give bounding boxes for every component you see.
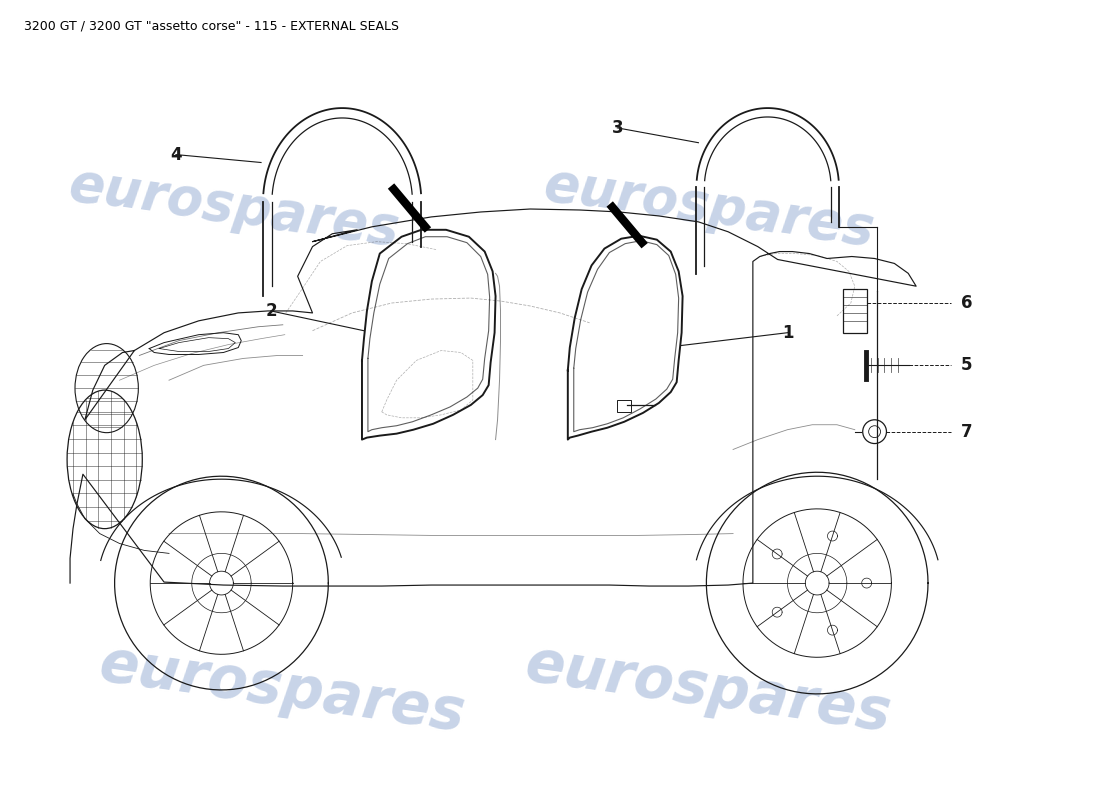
Text: 1: 1	[782, 324, 793, 342]
Bar	[843, 289, 867, 333]
Text: 2: 2	[265, 302, 277, 320]
Text: 6: 6	[960, 294, 972, 312]
Text: eurospares: eurospares	[96, 635, 470, 743]
Text: eurospares: eurospares	[65, 158, 401, 256]
Text: 3200 GT / 3200 GT "assetto corse" - 115 - EXTERNAL SEALS: 3200 GT / 3200 GT "assetto corse" - 115 …	[23, 19, 398, 32]
Text: eurospares: eurospares	[540, 158, 877, 256]
Bar	[617, 400, 631, 412]
Text: 7: 7	[960, 422, 972, 441]
Text: 4: 4	[170, 146, 182, 163]
Text: eurospares: eurospares	[521, 635, 895, 743]
Text: 3: 3	[612, 119, 623, 137]
Text: 5: 5	[960, 356, 972, 374]
